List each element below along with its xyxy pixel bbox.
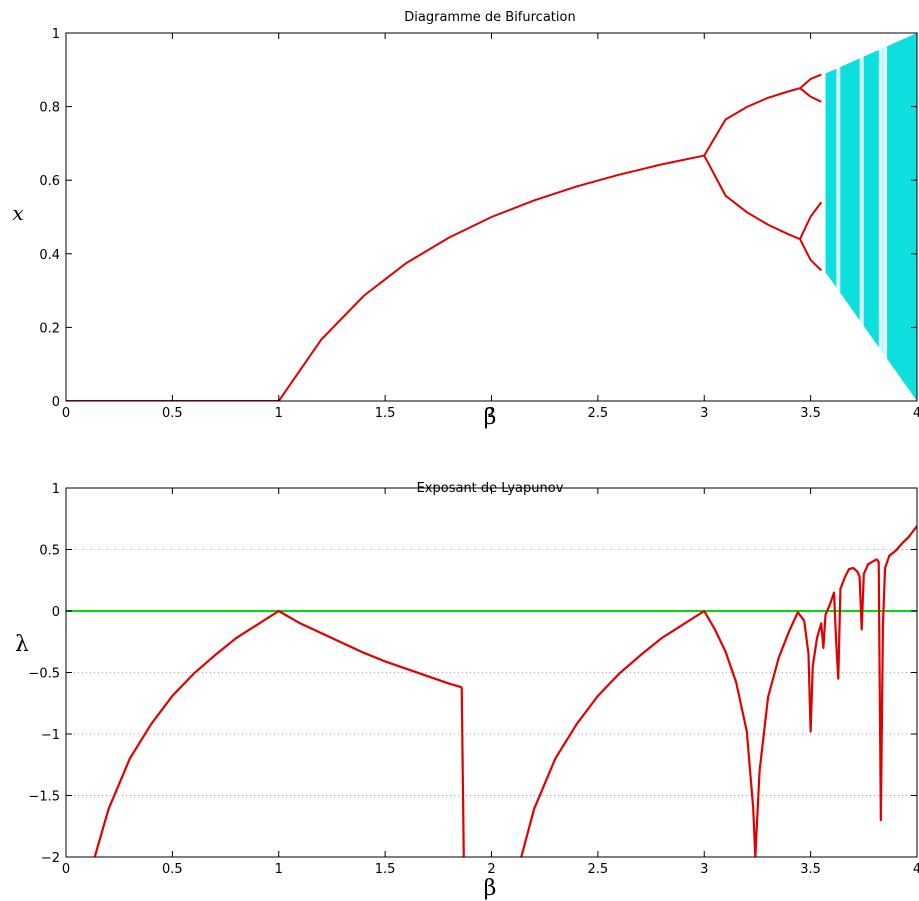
bottom-y-tick-label: −1.5 [28,790,60,805]
bottom-y-tick-label: 0.5 [39,544,60,559]
periodic-window [883,33,888,401]
bottom-x-tick-label: 3 [700,862,708,877]
bottom-x-axis-label: β [484,876,497,901]
lyapunov-curve-drop [460,687,465,857]
bottom-y-axis-label: λ [15,632,29,657]
top-x-tick-label: 2 [487,406,495,421]
period-4-branch [799,87,822,103]
top-x-tick-label: 2.5 [588,406,609,421]
bottom-x-tick-label: 1.5 [375,862,396,877]
bottom-y-tick-label: −2 [41,851,60,866]
bottom-y-tick-label: 0 [52,605,60,620]
bottom-y-tick-label: −1 [41,728,60,743]
period-2-lower-branch [703,155,801,241]
periodic-window [836,33,841,401]
top-y-tick-label: 0 [52,395,60,410]
period-4-branch [799,201,823,240]
lyapunov-curve-2 [520,525,917,857]
bottom-x-tick-label: 0 [62,862,70,877]
top-x-tick-label: 1 [275,406,283,421]
bottom-y-tick-label: 1 [52,482,60,497]
bottom-x-tick-label: 3.5 [800,862,821,877]
periodic-window [859,33,864,401]
top-x-tick-label: 4 [913,406,919,421]
period-4-branch [799,238,822,272]
lyapunov-data [66,525,917,857]
top-chart-title: Diagramme de Bifurcation [404,10,575,25]
fixed-point-branch [66,154,705,401]
top-x-tick-label: 0.5 [162,406,183,421]
top-y-axis-label: x [12,201,23,225]
top-x-tick-label: 0 [62,406,70,421]
top-x-tick-label: 3.5 [800,406,821,421]
bottom-x-tick-label: 2 [487,862,495,877]
top-y-tick-label: 0.4 [39,248,60,263]
top-x-tick-label: 3 [700,406,708,421]
chaotic-band [825,33,917,401]
top-x-tick-label: 1.5 [375,406,396,421]
bottom-x-tick-label: 2.5 [588,862,609,877]
bottom-y-tick-label: −0.5 [28,667,60,682]
bifurcation-data [66,33,917,401]
bifurcation-plot: 0 0.5 1 1.5 2 2.5 3 3.5 4 0 0.2 0.4 0.6 0.8 1 [39,27,919,421]
top-x-axis-label: β [484,405,497,430]
lyapunov-plot: 0 0.5 1 1.5 2 2.5 3 3.5 4 −2 −1.5 −1 −0.5 0 0.5 1 [28,482,919,877]
period-2-upper-branch [703,87,801,157]
top-y-tick-label: 0.2 [39,321,60,336]
lyapunov-curve-1 [93,609,463,857]
top-y-tick-label: 0.8 [39,101,60,116]
bottom-x-tick-label: 4 [913,862,919,877]
period-4-branch [799,73,822,89]
bottom-x-tick-label: 1 [275,862,283,877]
top-y-tick-label: 0.6 [39,174,60,189]
top-y-tick-label: 1 [52,27,60,42]
periodic-window [878,33,883,401]
bottom-x-tick-label: 0.5 [162,862,183,877]
